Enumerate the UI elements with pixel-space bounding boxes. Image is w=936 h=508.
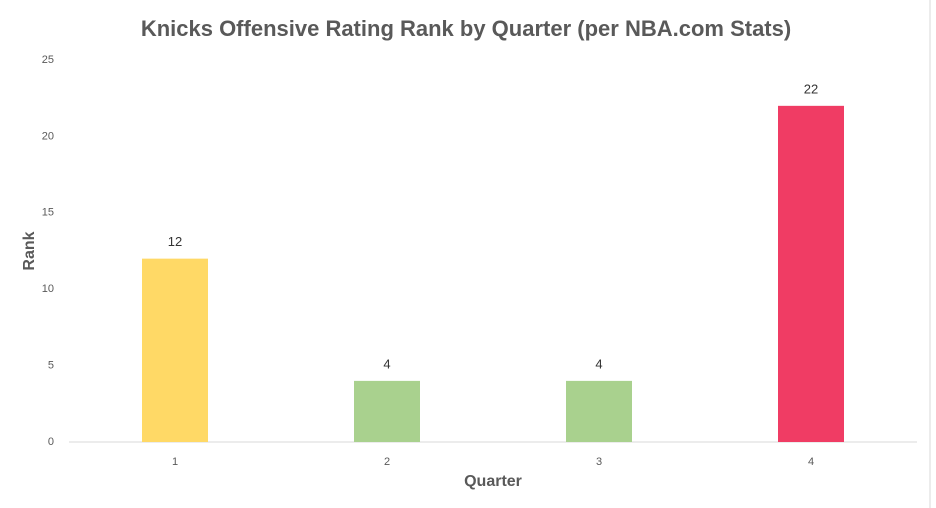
y-tick-label: 0 [48,436,54,448]
bar [142,258,208,442]
y-tick-label: 5 [48,360,54,372]
chart-title: Knicks Offensive Rating Rank by Quarter … [141,16,791,41]
data-label: 4 [383,356,390,371]
x-tick-label: 3 [596,456,602,468]
bar [354,380,420,442]
y-tick-label: 10 [42,283,54,295]
y-tick-label: 15 [42,207,54,219]
y-tick-label: 25 [42,54,54,66]
x-axis-title: Quarter [464,473,522,490]
bar [566,380,632,442]
data-label: 22 [804,81,818,96]
y-axis-title: Rank [21,231,38,270]
x-tick-label: 4 [808,456,814,468]
data-label: 4 [595,356,602,371]
x-tick-label: 1 [172,456,178,468]
x-tick-label: 2 [384,456,390,468]
bar [778,105,844,442]
data-label: 12 [168,234,182,249]
y-tick-label: 20 [42,130,54,142]
